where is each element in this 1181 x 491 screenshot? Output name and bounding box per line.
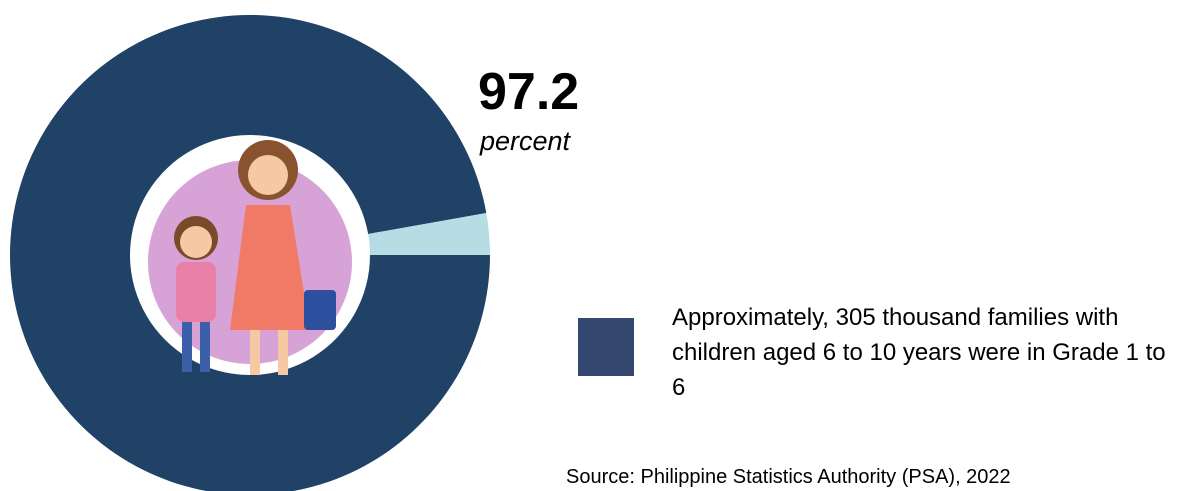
- donut-slice: [10, 15, 490, 491]
- donut-slice: [368, 212, 490, 255]
- girl-dress: [230, 205, 310, 330]
- source: Source: Philippine Statistics Authority …: [566, 466, 1011, 488]
- bag: [304, 290, 336, 330]
- child-dress: [176, 262, 216, 322]
- child-leg: [200, 322, 210, 372]
- child-face: [180, 226, 212, 258]
- value-label: 97.2: [478, 63, 580, 121]
- donut: [10, 15, 490, 491]
- girl-face: [248, 155, 288, 195]
- legend-label: Approximately, 305 thousand families wit…: [672, 304, 1166, 401]
- girl-leg: [250, 330, 260, 375]
- girl-leg: [278, 330, 288, 375]
- unit-label: percent: [480, 126, 571, 156]
- illustration: [148, 140, 352, 375]
- child-leg: [182, 322, 192, 372]
- legend-swatch: [578, 318, 634, 376]
